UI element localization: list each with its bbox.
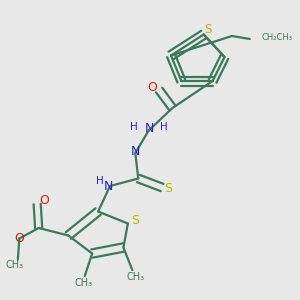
Text: O: O: [14, 232, 24, 245]
Text: H: H: [160, 122, 168, 132]
Text: S: S: [205, 22, 212, 36]
Text: CH₃: CH₃: [6, 260, 24, 271]
Text: O: O: [39, 194, 49, 208]
Text: CH₃: CH₃: [74, 278, 92, 288]
Text: S: S: [165, 182, 172, 196]
Text: O: O: [148, 81, 158, 94]
Text: N: N: [145, 122, 154, 135]
Text: N: N: [104, 179, 113, 193]
Text: S: S: [131, 214, 139, 227]
Text: CH₃: CH₃: [126, 272, 144, 282]
Text: N: N: [131, 145, 141, 158]
Text: H: H: [96, 176, 104, 186]
Text: H: H: [130, 122, 138, 132]
Text: CH₂CH₃: CH₂CH₃: [261, 33, 292, 42]
